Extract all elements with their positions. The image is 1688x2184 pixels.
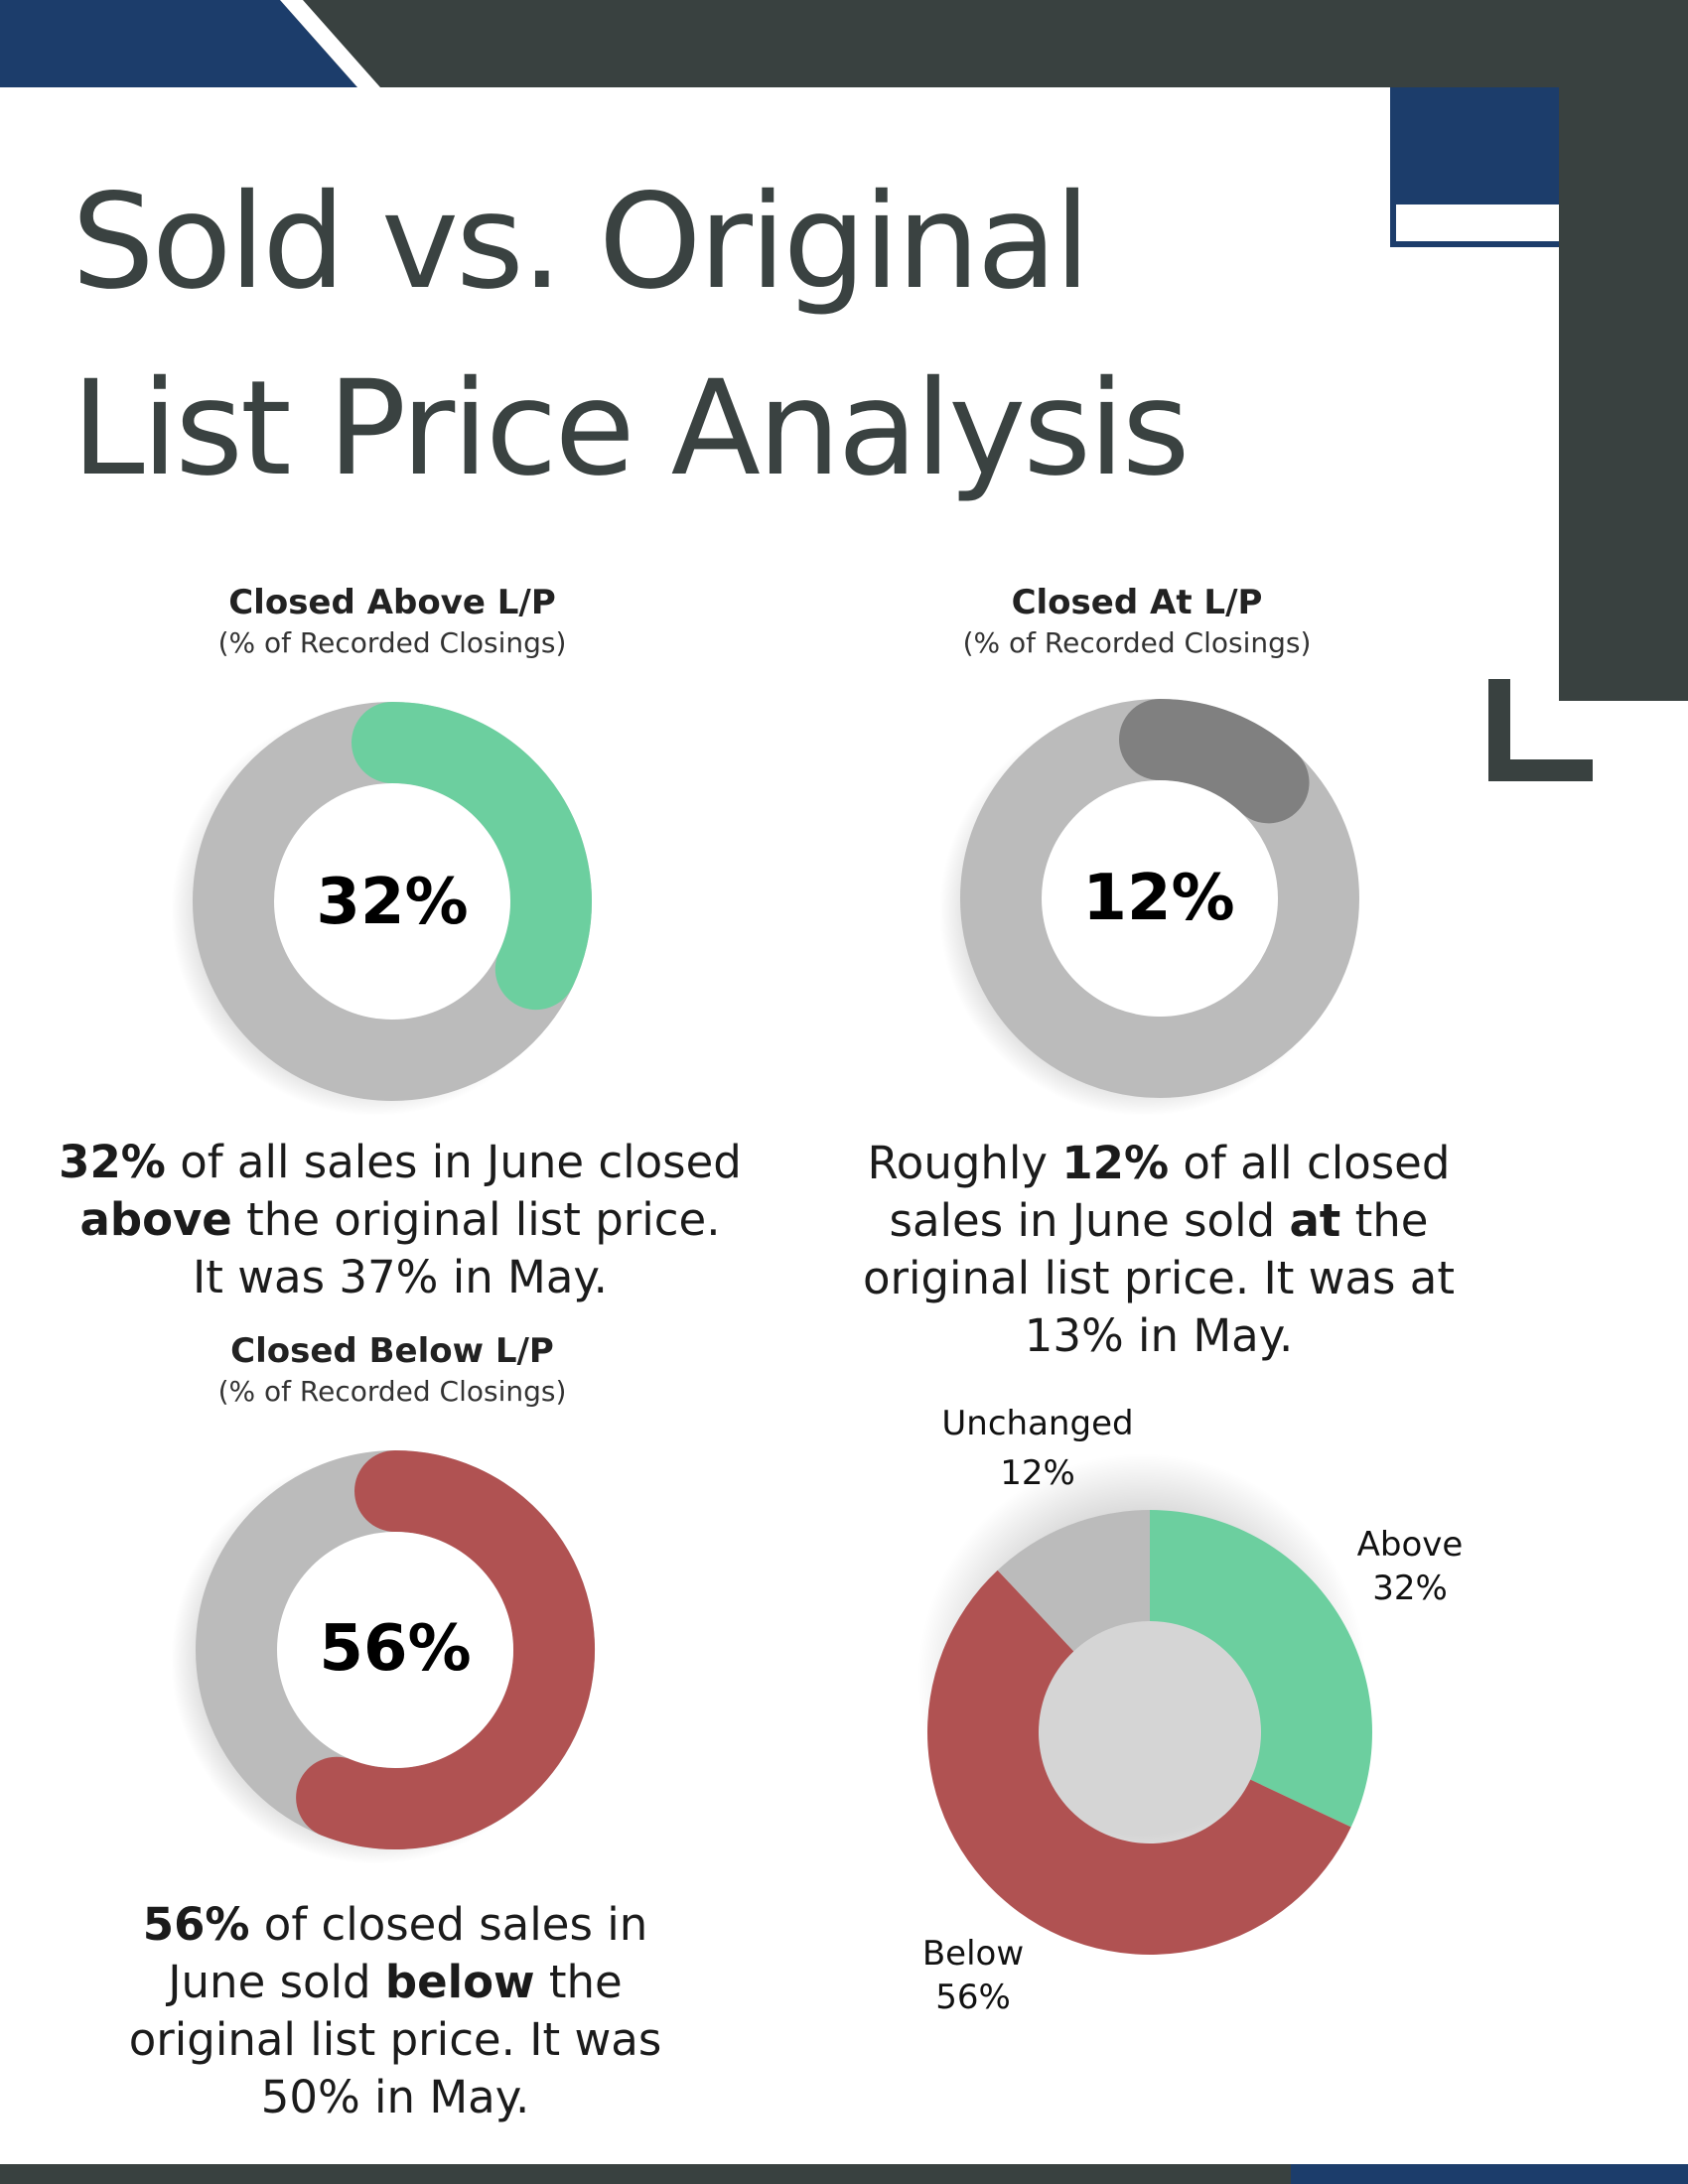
pie-label-above-name: Above (1356, 1525, 1464, 1565)
donut-chart-at (960, 699, 1359, 1098)
chart-at-center-value: 12% (1082, 862, 1235, 935)
desc-bold: 32% (59, 1136, 166, 1188)
pie-slice-above (1150, 1510, 1372, 1828)
chart-below-title: Closed Below L/P (230, 1331, 554, 1371)
desc-bold: at (1289, 1194, 1341, 1247)
donut-below-hole (277, 1532, 513, 1768)
desc-text: of closed sales in June sold (168, 1898, 648, 2008)
page-title: Sold vs. Original List Price Analysis (71, 149, 1191, 522)
desc-bold: below (384, 1956, 535, 2008)
pie-label-unchanged-value: 12% (1000, 1453, 1075, 1493)
desc-bold: 12% (1061, 1137, 1170, 1189)
donut-above-hole (274, 783, 510, 1020)
bottom-charcoal-bar (0, 2164, 1688, 2184)
pie-label-above: Above 32% (1331, 1523, 1489, 1610)
chart-below-description: 56% of closed sales in June sold below t… (107, 1896, 683, 2126)
desc-bold: above (79, 1193, 232, 1246)
desc-text: Roughly (867, 1137, 1062, 1189)
chart-above-subtitle: (% of Recorded Closings) (217, 626, 567, 659)
donut-at-value-arc (1119, 699, 1310, 824)
pie-slice-below (926, 1570, 1351, 1956)
pie-label-below-name: Below (921, 1934, 1025, 1974)
chart-above-center-value: 32% (316, 866, 469, 939)
top-white-slash (280, 0, 380, 87)
navy-square (1393, 87, 1559, 205)
pie-label-below: Below 56% (894, 1932, 1053, 2019)
navy-corner-line (1390, 87, 1559, 247)
chart-above-header: Closed Above L/P (% of Recorded Closings… (149, 582, 635, 663)
chart-below-subtitle: (% of Recorded Closings) (217, 1375, 567, 1408)
desc-text: the original list price. It was at 13% i… (862, 1194, 1456, 1362)
pie-label-below-value: 56% (935, 1978, 1011, 2017)
page-title-line2: List Price Analysis (71, 352, 1191, 505)
right-charcoal-bar (1559, 87, 1688, 701)
chart-above-title: Closed Above L/P (228, 583, 556, 622)
chart-below-header: Closed Below L/P (% of Recorded Closings… (149, 1330, 635, 1412)
pie-label-above-value: 32% (1372, 1569, 1448, 1608)
desc-text: the original list price. It was 37% in M… (193, 1193, 721, 1303)
pie-slice-unchanged (997, 1510, 1150, 1652)
desc-text: of all closed sales in June sold (889, 1137, 1451, 1247)
chart-at-description: Roughly 12% of all closed sales in June … (846, 1135, 1472, 1365)
desc-text: the original list price. It was 50% in M… (128, 1956, 662, 2123)
page-title-line1: Sold vs. Original (71, 166, 1090, 319)
donut-at-hole (1042, 780, 1278, 1017)
donut-above-value-arc (352, 702, 592, 1011)
top-navy-bar (0, 0, 357, 87)
pie-chart-breakdown (926, 1510, 1372, 1956)
donut-below-value-arc (296, 1450, 595, 1849)
donut-chart-below (196, 1450, 595, 1849)
desc-bold: 56% (142, 1898, 250, 1951)
chart-at-subtitle: (% of Recorded Closings) (962, 626, 1312, 659)
pie-label-unchanged: Unchanged 12% (914, 1402, 1162, 1495)
chart-at-title: Closed At L/P (1011, 583, 1263, 622)
chart-below-center-value: 56% (319, 1612, 472, 1686)
desc-text: of all sales in June closed (165, 1136, 742, 1188)
chart-above-description: 32% of all sales in June closed above th… (58, 1134, 743, 1306)
chart-at-header: Closed At L/P (% of Recorded Closings) (894, 582, 1380, 663)
bottom-navy-bar (1291, 2164, 1688, 2184)
corner-l-mark (1488, 679, 1593, 781)
pie-label-unchanged-name: Unchanged (941, 1404, 1134, 1443)
donut-chart-above (193, 702, 592, 1101)
